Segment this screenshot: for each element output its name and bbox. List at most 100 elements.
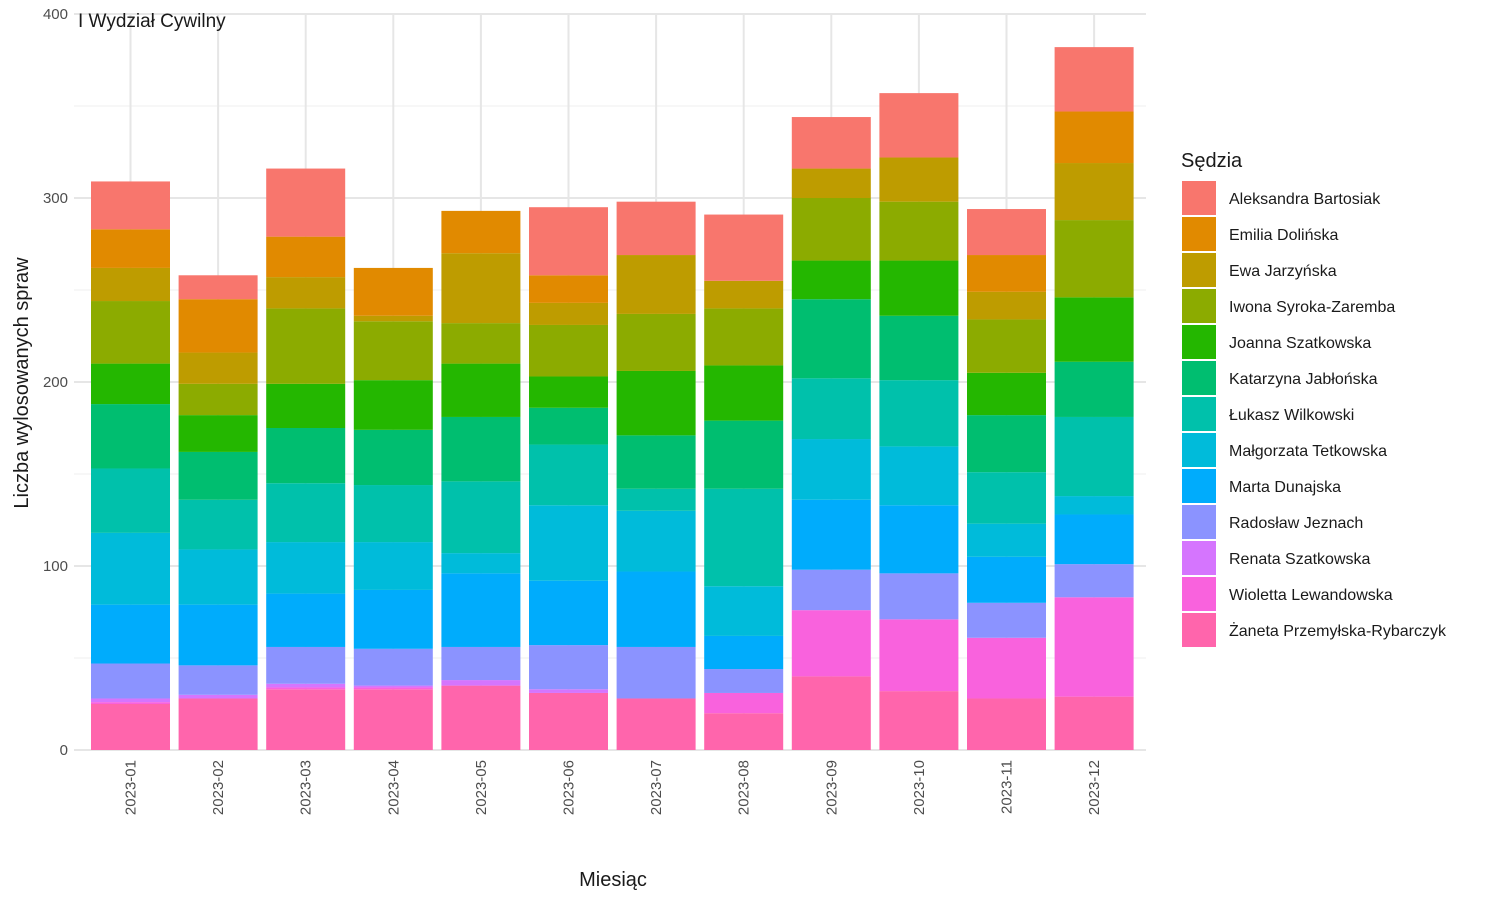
bar-segment: Renata Szatkowska — 2023-06: 2: [529, 689, 608, 693]
bar-segment: Iwona Syroka-Zaremba — 2023-08: 31: [704, 308, 784, 366]
x-tick-label: 2023-02: [210, 760, 227, 815]
bar-segment: Iwona Syroka-Zaremba — 2023-09: 34: [791, 198, 871, 261]
bar-segment: Ewa Jarzyńska — 2023-12: 31: [1054, 163, 1134, 221]
bar-segment: Joanna Szatkowska — 2023-01: 22: [91, 363, 170, 405]
bar-segment: Ewa Jarzyńska — 2023-02: 17: [178, 352, 258, 384]
bar-segment: Wioletta Lewandowska — 2023-10: 39: [879, 619, 959, 692]
legend-label: Ewa Jarzyńska: [1229, 263, 1337, 280]
x-tick-label: 2023-01: [123, 760, 140, 815]
bar-segment: Marta Dunajska — 2023-11: 25: [967, 556, 1046, 603]
x-tick-label: 2023-03: [298, 760, 315, 815]
bar-segment: Emilia Dolińska — 2023-04: 26: [353, 267, 433, 316]
bar-segment: Żaneta Przemyłska-Rybarczyk — 2023-10: 3…: [879, 691, 959, 750]
legend-label: Iwona Syroka-Zaremba: [1229, 299, 1395, 316]
legend-label: Emilia Dolińska: [1229, 227, 1338, 244]
bar-segment: Wioletta Lewandowska — 2023-12: 54: [1054, 597, 1134, 697]
bar-segment: Małgorzata Tetkowska — 2023-06: 41: [529, 505, 608, 581]
legend-key: [1182, 325, 1216, 359]
bar-segment: Małgorzata Tetkowska — 2023-02: 30: [178, 549, 258, 605]
bar-segment: Aleksandra Bartosiak — 2023-06: 37: [529, 207, 608, 276]
bar-segment: Żaneta Przemyłska-Rybarczyk — 2023-03: 3…: [266, 689, 346, 750]
bar-segment: Radosław Jeznach — 2023-08: 13: [704, 669, 784, 693]
bar-segment: Marta Dunajska — 2023-03: 29: [266, 593, 346, 647]
bar-segment: Łukasz Wilkowski — 2023-12: 43: [1054, 416, 1134, 497]
bar-segment: Marta Dunajska — 2023-10: 37: [879, 505, 959, 574]
legend-key: [1182, 433, 1216, 467]
bar-segment: Łukasz Wilkowski — 2023-11: 28: [967, 472, 1046, 524]
y-axis-title: Liczba wylosowanych spraw: [11, 257, 33, 509]
bar-segment: Emilia Dolińska — 2023-11: 20: [967, 255, 1046, 292]
bar-segment: Ewa Jarzyńska — 2023-01: 18: [91, 267, 170, 302]
bar-segment: Joanna Szatkowska — 2023-07: 35: [616, 370, 696, 436]
bar-segment: Marta Dunajska — 2023-02: 33: [178, 604, 258, 666]
bar-segment: Ewa Jarzyńska — 2023-08: 15: [704, 280, 784, 309]
y-tick-label: 400: [43, 6, 68, 23]
bar-segment: Katarzyna Jabłońska — 2023-07: 29: [616, 435, 696, 489]
bar-segment: Emilia Dolińska — 2023-01: 21: [91, 229, 170, 268]
bar-segment: Aleksandra Bartosiak — 2023-09: 28: [791, 117, 871, 169]
bar-segment: Iwona Syroka-Zaremba — 2023-12: 42: [1054, 220, 1134, 298]
bar-segment: Iwona Syroka-Zaremba — 2023-04: 32: [353, 321, 433, 381]
x-tick-label: 2023-04: [385, 760, 402, 815]
y-tick-label: 0: [60, 742, 68, 759]
bar-segment: Ewa Jarzyńska — 2023-06: 12: [529, 302, 608, 325]
bar-segment: Ewa Jarzyńska — 2023-04: 3: [353, 315, 433, 322]
bar-segment: Emilia Dolińska — 2023-12: 28: [1054, 111, 1134, 164]
bar-segment: Katarzyna Jabłońska — 2023-02: 26: [178, 451, 258, 500]
legend-items: Aleksandra Bartosiak Emilia Dolińska Ewa J…: [1182, 181, 1447, 647]
bar-segment: Katarzyna Jabłońska — 2023-04: 30: [353, 429, 433, 486]
bar-segment: Żaneta Przemyłska-Rybarczyk — 2023-06: 3…: [529, 692, 608, 750]
bar-segment: Marta Dunajska — 2023-05: 40: [441, 573, 521, 647]
bar-segment: Katarzyna Jabłońska — 2023-03: 30: [266, 428, 346, 484]
bar-segment: Wioletta Lewandowska — 2023-03: 1: [266, 687, 346, 690]
legend-label: Marta Dunajska: [1229, 479, 1341, 496]
bar-segment: Małgorzata Tetkowska — 2023-09: 33: [791, 439, 871, 500]
x-tick-label: 2023-06: [561, 760, 578, 815]
bar-segment: Wioletta Lewandowska — 2023-01: 1: [91, 702, 170, 704]
bar-segment: Ewa Jarzyńska — 2023-05: 38: [441, 253, 521, 324]
legend-key: [1182, 361, 1216, 395]
bar-segment: Renata Szatkowska — 2023-02: 2: [178, 694, 258, 699]
bar-segment: Renata Szatkowska — 2023-05: 3: [441, 680, 521, 686]
bar-segment: Radosław Jeznach — 2023-05: 18: [441, 646, 521, 681]
bar-segment: Żaneta Przemyłska-Rybarczyk — 2023-02: 2…: [178, 698, 258, 750]
bar-segment: Radosław Jeznach — 2023-06: 24: [529, 645, 608, 690]
x-tick-label: 2023-10: [911, 760, 928, 815]
bar-segment: Łukasz Wilkowski — 2023-06: 33: [529, 444, 608, 506]
bar-segment: Ewa Jarzyńska — 2023-07: 32: [616, 255, 696, 314]
bar-segment: Iwona Syroka-Zaremba — 2023-10: 32: [879, 201, 959, 261]
legend-title: Sędzia: [1181, 150, 1243, 172]
bar-segment: Małgorzata Tetkowska — 2023-08: 27: [704, 586, 784, 636]
x-tick-label: 2023-12: [1086, 760, 1103, 815]
y-tick-label: 100: [43, 558, 68, 575]
legend-key: [1182, 289, 1216, 323]
legend-label: Joanna Szatkowska: [1229, 335, 1371, 352]
x-tick-label: 2023-05: [473, 760, 490, 815]
bar-segment: Katarzyna Jabłońska — 2023-11: 31: [967, 415, 1046, 473]
bar-segment: Katarzyna Jabłońska — 2023-06: 20: [529, 407, 608, 445]
bar-segment: Aleksandra Bartosiak — 2023-02: 13: [178, 275, 258, 300]
bar-segment: Żaneta Przemyłska-Rybarczyk — 2023-12: 2…: [1054, 696, 1134, 750]
bar-segment: Wioletta Lewandowska — 2023-04: 1: [353, 687, 433, 690]
bar-segment: Małgorzata Tetkowska — 2023-12: 10: [1054, 496, 1134, 515]
x-tick-label: 2023-09: [823, 760, 840, 815]
bar-segment: Joanna Szatkowska — 2023-12: 35: [1054, 297, 1134, 362]
bar-segment: Katarzyna Jabłońska — 2023-12: 30: [1054, 361, 1134, 417]
bar-segment: Iwona Syroka-Zaremba — 2023-03: 41: [266, 308, 346, 384]
bar-segment: Joanna Szatkowska — 2023-06: 17: [529, 376, 608, 408]
bar-segment: Joanna Szatkowska — 2023-03: 24: [266, 383, 346, 428]
bar-segment: Radosław Jeznach — 2023-12: 18: [1054, 564, 1134, 598]
bar-segment: Aleksandra Bartosiak — 2023-03: 37: [266, 168, 346, 237]
bar-segment: Ewa Jarzyńska — 2023-09: 16: [791, 168, 871, 198]
legend-label: Łukasz Wilkowski: [1229, 407, 1354, 424]
legend-label: Radosław Jeznach: [1229, 515, 1363, 532]
bar-segment: Iwona Syroka-Zaremba — 2023-05: 22: [441, 323, 521, 364]
bar-segment: Aleksandra Bartosiak — 2023-11: 25: [967, 209, 1046, 256]
legend-key: [1182, 577, 1216, 611]
bar-segment: Żaneta Przemyłska-Rybarczyk — 2023-11: 2…: [967, 698, 1046, 750]
bar-segment: Żaneta Przemyłska-Rybarczyk — 2023-05: 3…: [441, 685, 521, 750]
y-tick-label: 300: [43, 190, 68, 207]
bar-segment: Radosław Jeznach — 2023-01: 19: [91, 663, 170, 699]
bar-segment: Łukasz Wilkowski — 2023-09: 33: [791, 378, 871, 440]
bar-segment: Katarzyna Jabłońska — 2023-01: 35: [91, 404, 170, 469]
